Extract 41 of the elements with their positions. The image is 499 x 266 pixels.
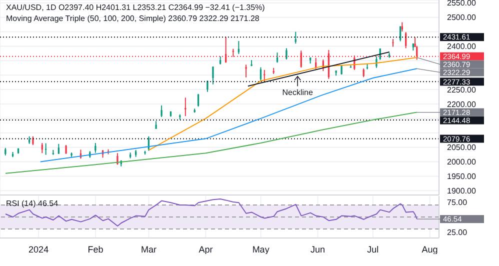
annotation: Neckline xyxy=(282,88,314,98)
y-tick-label: 25.00 xyxy=(447,228,468,237)
y-tick-label: 1950.00 xyxy=(447,172,476,182)
x-tick-label: Mar xyxy=(141,244,157,254)
candlestick xyxy=(206,80,208,92)
candlestick xyxy=(116,152,118,166)
candlestick xyxy=(41,142,43,154)
annotation: RSI (14) 46.54 xyxy=(6,198,58,209)
candlestick xyxy=(238,40,240,55)
y-tick-label: 2000.00 xyxy=(447,158,476,167)
candlestick xyxy=(286,48,288,60)
y-tick-label: 2200.00 xyxy=(447,100,476,109)
line-series xyxy=(5,198,418,226)
candlestick xyxy=(160,104,162,118)
line-series xyxy=(148,57,418,151)
x-tick-label: Jul xyxy=(367,244,379,254)
candlestick xyxy=(376,56,378,68)
line-series xyxy=(5,112,418,174)
candlestick xyxy=(294,31,296,44)
y-tick-label: 2500.00 xyxy=(447,13,476,22)
x-tick-label: Feb xyxy=(88,244,104,254)
candlestick xyxy=(184,97,186,117)
candlestick xyxy=(58,143,60,154)
candlestick xyxy=(392,38,394,48)
y-tick-label: 2400.00 xyxy=(447,42,476,52)
candlestick xyxy=(276,52,278,64)
x-tick-label: Apr xyxy=(198,244,213,254)
line-series xyxy=(40,68,418,162)
y-tick-label: 75.00 xyxy=(447,198,468,207)
annotation: Moving Average Triple (50, 100, 200, Simple) 2360.79 2322.29 2171.28 xyxy=(6,13,260,24)
x-tick-label: Jun xyxy=(310,244,326,254)
annotation: XAU/USD, 1D O2397.40 H2401.31 L2353.21 C2364.99 −32.41 (−1.35%) xyxy=(6,2,265,13)
x-tick-label: May xyxy=(252,244,270,254)
y-tick-label: 1900.00 xyxy=(447,186,476,196)
y-tick-label: 2050.00 xyxy=(447,143,476,152)
y-tick-label: 2550.00 xyxy=(447,0,476,8)
candlestick xyxy=(245,64,247,78)
candlestick xyxy=(212,66,214,85)
x-tick-label: 2024 xyxy=(28,244,49,254)
y-tick-label: 2250.00 xyxy=(447,85,476,94)
x-tick-label: Aug xyxy=(422,244,438,254)
